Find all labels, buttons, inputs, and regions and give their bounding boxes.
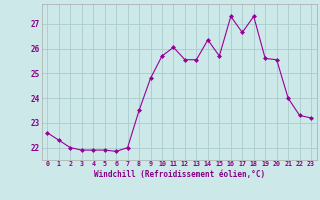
X-axis label: Windchill (Refroidissement éolien,°C): Windchill (Refroidissement éolien,°C) <box>94 170 265 179</box>
